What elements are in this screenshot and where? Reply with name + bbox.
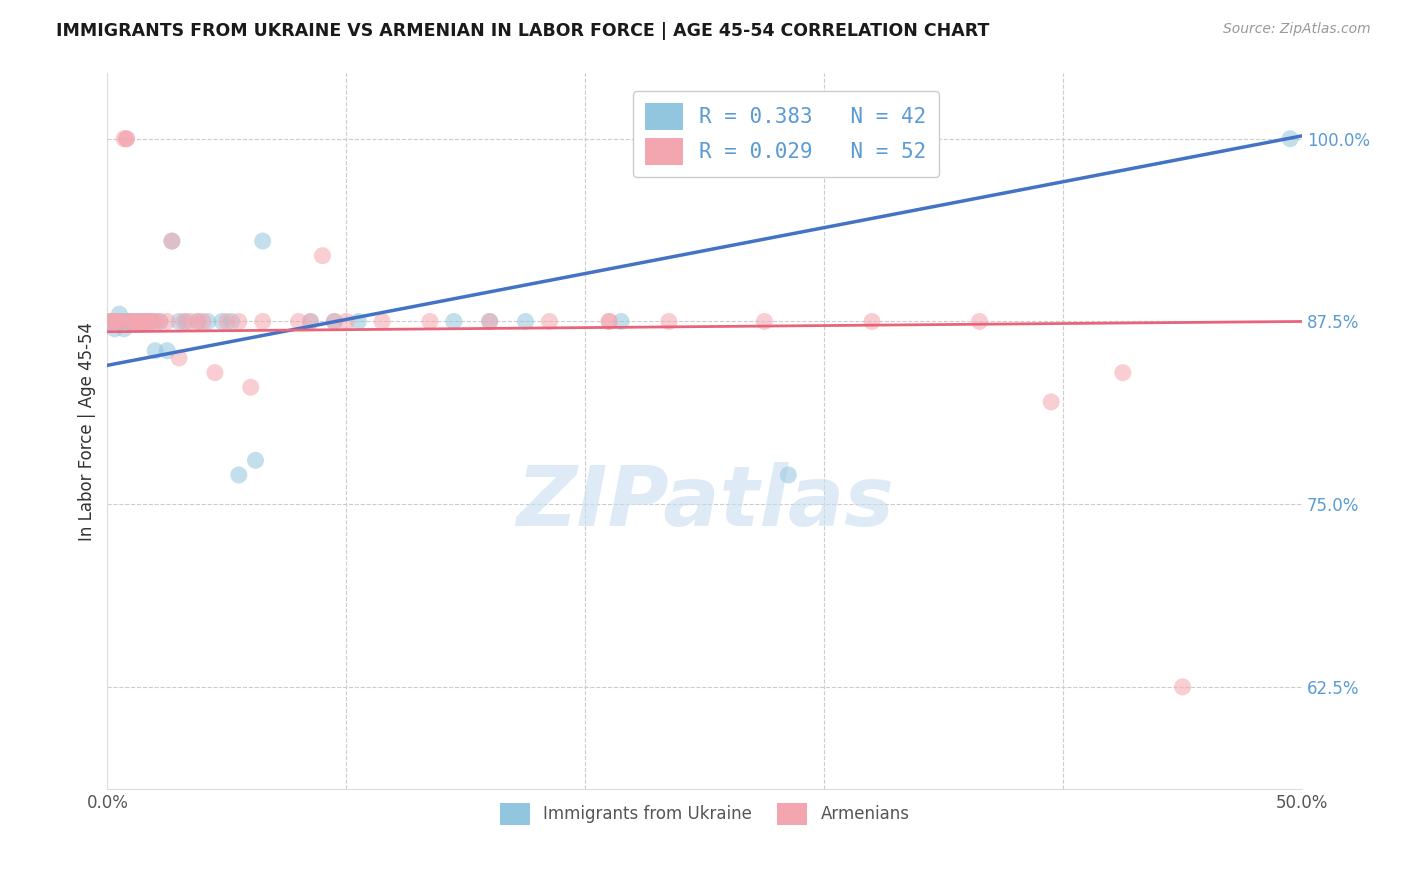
Point (149, 314, 172, 328)
Text: Source: ZipAtlas.com: Source: ZipAtlas.com (1223, 22, 1371, 37)
Point (478, 314, 501, 328)
Point (1279, 132, 1302, 146)
Point (143, 343, 166, 358)
Point (598, 314, 620, 328)
Point (299, 314, 322, 328)
Point (127, 314, 149, 328)
Point (252, 234, 274, 248)
Point (167, 351, 190, 365)
Point (754, 314, 776, 328)
Point (969, 314, 991, 328)
Point (136, 314, 159, 328)
Point (115, 132, 138, 146)
Point (187, 314, 209, 328)
Point (160, 234, 183, 248)
Point (187, 314, 209, 328)
Point (156, 314, 179, 328)
Point (135, 314, 157, 328)
Point (204, 366, 226, 380)
Point (105, 314, 128, 328)
Point (860, 314, 883, 328)
Text: IMMIGRANTS FROM UKRAINE VS ARMENIAN IN LABOR FORCE | AGE 45-54 CORRELATION CHART: IMMIGRANTS FROM UKRAINE VS ARMENIAN IN L… (56, 22, 990, 40)
Point (173, 314, 195, 328)
Point (103, 322, 125, 336)
Point (132, 314, 155, 328)
Point (136, 314, 159, 328)
Point (129, 314, 152, 328)
Point (311, 249, 333, 263)
Point (143, 314, 166, 328)
Point (419, 314, 441, 328)
Point (98, 314, 121, 328)
Point (1171, 680, 1194, 694)
Point (778, 467, 800, 482)
Point (228, 314, 250, 328)
Point (105, 314, 128, 328)
Point (111, 314, 134, 328)
Point (118, 314, 141, 328)
Point (239, 380, 262, 394)
Point (215, 314, 238, 328)
Point (111, 314, 134, 328)
Point (658, 314, 681, 328)
Point (347, 314, 370, 328)
Point (156, 343, 179, 358)
Point (515, 314, 537, 328)
Point (129, 314, 152, 328)
Point (135, 314, 157, 328)
Point (191, 314, 214, 328)
Point (335, 314, 357, 328)
Point (221, 314, 243, 328)
Point (538, 314, 561, 328)
Point (111, 314, 134, 328)
Point (211, 314, 233, 328)
Point (108, 307, 131, 321)
Point (125, 314, 148, 328)
Point (118, 314, 141, 328)
Point (1040, 395, 1063, 409)
Point (120, 314, 142, 328)
Legend: Immigrants from Ukraine, Armenians: Immigrants from Ukraine, Armenians (489, 793, 920, 835)
Point (160, 234, 183, 248)
Point (598, 314, 620, 328)
Point (149, 314, 172, 328)
Point (443, 314, 465, 328)
Point (252, 314, 274, 328)
Point (610, 314, 633, 328)
Point (197, 314, 219, 328)
Point (112, 322, 135, 336)
Point (174, 314, 197, 328)
Text: ZIPatlas: ZIPatlas (516, 462, 894, 543)
Point (478, 314, 501, 328)
Point (228, 467, 250, 482)
Point (125, 314, 148, 328)
Point (142, 314, 165, 328)
Point (299, 314, 322, 328)
Point (139, 314, 162, 328)
Point (115, 314, 138, 328)
Point (167, 314, 190, 328)
Point (118, 314, 141, 328)
Point (108, 314, 131, 328)
Point (287, 314, 309, 328)
Point (127, 314, 149, 328)
Point (142, 314, 165, 328)
Point (122, 314, 145, 328)
Point (120, 314, 142, 328)
Point (245, 453, 267, 467)
Point (122, 314, 145, 328)
Point (323, 314, 346, 328)
Point (112, 132, 135, 146)
Point (98, 314, 121, 328)
Point (101, 314, 124, 328)
Point (115, 132, 138, 146)
Point (1112, 366, 1135, 380)
Point (180, 314, 202, 328)
Point (371, 314, 394, 328)
Y-axis label: In Labor Force | Age 45-54: In Labor Force | Age 45-54 (79, 322, 96, 541)
Point (101, 314, 124, 328)
Point (323, 314, 346, 328)
Point (103, 314, 125, 328)
Point (132, 314, 155, 328)
